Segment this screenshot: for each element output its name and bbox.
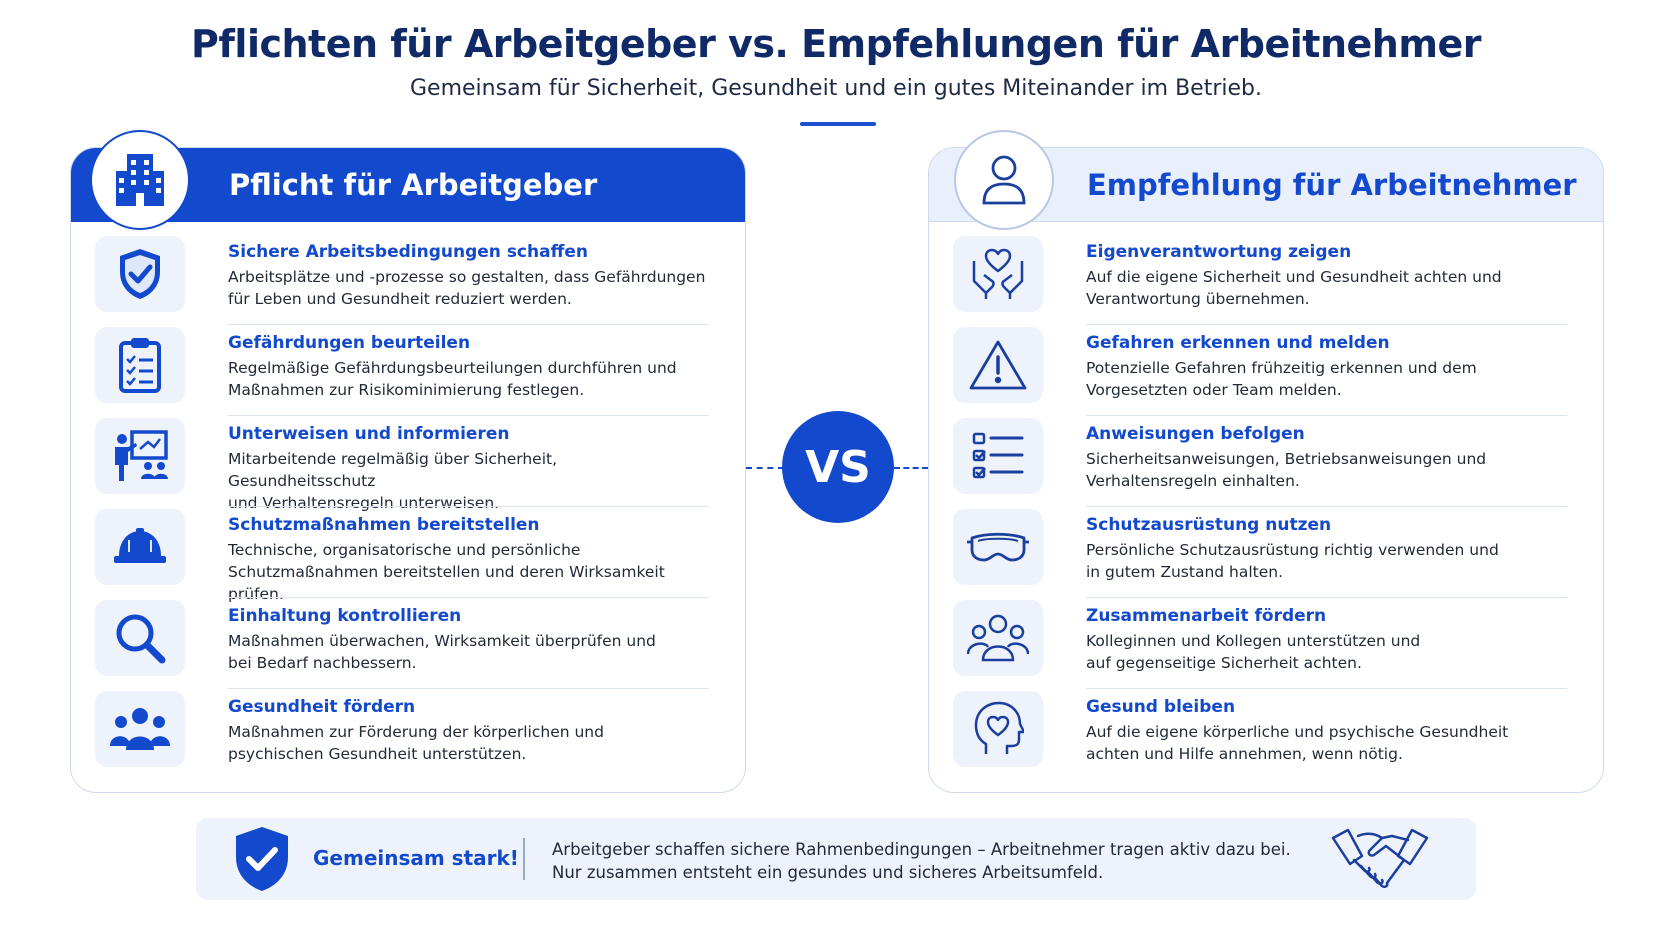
item-title: Gesund bleiben <box>1086 697 1236 717</box>
item-title: Einhaltung kontrollieren <box>228 606 462 626</box>
list-item: Gesund bleiben Auf die eigene körperlich… <box>929 689 1603 780</box>
list-item: Gefahren erkennen und melden Potenzielle… <box>929 325 1603 416</box>
group-icon <box>95 691 185 767</box>
presentation-icon <box>95 418 185 494</box>
item-description: Technische, organisatorische und persönl… <box>228 541 665 603</box>
list-item: Einhaltung kontrollieren Maßnahmen überw… <box>71 598 745 689</box>
office-building-icon <box>90 130 190 230</box>
vs-connector-left <box>746 467 784 469</box>
vs-badge: VS <box>782 411 894 523</box>
divider <box>1086 688 1567 689</box>
footer-divider <box>523 838 525 880</box>
item-title: Anweisungen befolgen <box>1086 424 1305 444</box>
item-description: Auf die eigene Sicherheit und Gesundheit… <box>1086 268 1502 308</box>
title-underline <box>800 122 876 126</box>
list-item: Anweisungen befolgen Sicherheitsanweisun… <box>929 416 1603 507</box>
item-description: Maßnahmen überwachen, Wirksamkeit überpr… <box>228 632 656 672</box>
divider <box>228 324 709 325</box>
employer-panel: Pflicht für Arbeitgeber Sichere Arbeitsb… <box>70 147 746 793</box>
divider <box>1086 324 1567 325</box>
item-title: Zusammenarbeit fördern <box>1086 606 1327 626</box>
item-title: Gefahren erkennen und melden <box>1086 333 1390 353</box>
list-item: Zusammenarbeit fördern Kolleginnen und K… <box>929 598 1603 689</box>
checklist-icon <box>953 418 1043 494</box>
warning-triangle-icon <box>953 327 1043 403</box>
list-item: Eigenverantwortung zeigen Auf die eigene… <box>929 234 1603 325</box>
shield-check-icon <box>95 236 185 312</box>
hands-heart-icon <box>953 236 1043 312</box>
footer-banner: Gemeinsam stark! Arbeitgeber schaffen si… <box>196 818 1476 900</box>
item-title: Unterweisen und informieren <box>228 424 510 444</box>
list-item: Schutzausrüstung nutzen Persönliche Schu… <box>929 507 1603 598</box>
item-description: Regelmäßige Gefährdungsbeurteilungen dur… <box>228 359 677 399</box>
list-item: Unterweisen und informieren Mitarbeitend… <box>71 416 745 512</box>
user-icon <box>954 130 1054 230</box>
divider <box>1086 415 1567 416</box>
item-description: Persönliche Schutzausrüstung richtig ver… <box>1086 541 1499 581</box>
employer-duty-list: Sichere Arbeitsbedingungen schaffen Arbe… <box>71 234 745 780</box>
item-title: Gesundheit fördern <box>228 697 416 717</box>
head-heart-icon <box>953 691 1043 767</box>
item-description: Arbeitsplätze und -prozesse so gestalten… <box>228 268 706 308</box>
item-title: Eigenverantwortung zeigen <box>1086 242 1352 262</box>
item-title: Schutzmaßnahmen bereitstellen <box>228 515 540 535</box>
item-description: Mitarbeitende regelmäßig über Sicherheit… <box>228 450 558 512</box>
item-description: Maßnahmen zur Förderung der körperlichen… <box>228 723 604 763</box>
employee-panel: Empfehlung für Arbeitnehmer Eigenverantw… <box>928 147 1604 793</box>
handshake-icon <box>1330 826 1430 897</box>
team-icon <box>953 600 1043 676</box>
vs-connector-right <box>894 467 928 469</box>
item-title: Schutzausrüstung nutzen <box>1086 515 1332 535</box>
item-description: Auf die eigene körperliche und psychisch… <box>1086 723 1509 763</box>
item-title: Gefährdungen beurteilen <box>228 333 471 353</box>
list-item: Sichere Arbeitsbedingungen schaffen Arbe… <box>71 234 745 325</box>
footer-line-1: Arbeitgeber schaffen sichere Rahmenbedin… <box>552 840 1291 859</box>
item-description: Kolleginnen und Kollegen unterstützen un… <box>1086 632 1421 672</box>
divider <box>228 688 709 689</box>
header: Pflichten für Arbeitgeber vs. Empfehlung… <box>0 22 1672 101</box>
employee-recommendation-list: Eigenverantwortung zeigen Auf die eigene… <box>929 234 1603 780</box>
item-description: Potenzielle Gefahren frühzeitig erkennen… <box>1086 359 1477 399</box>
divider <box>228 597 709 598</box>
clipboard-checklist-icon <box>95 327 185 403</box>
item-description: Sicherheitsanweisungen, Betriebsanweisun… <box>1086 450 1487 490</box>
item-title: Sichere Arbeitsbedingungen schaffen <box>228 242 588 262</box>
page-title: Pflichten für Arbeitgeber vs. Empfehlung… <box>191 22 1481 66</box>
hard-hat-icon <box>95 509 185 585</box>
footer-line-2: Nur zusammen entsteht ein gesundes und s… <box>552 863 1104 882</box>
shield-check-icon <box>232 825 292 898</box>
footer-label: Gemeinsam stark! <box>313 846 519 870</box>
magnifier-icon <box>95 600 185 676</box>
divider <box>228 506 709 507</box>
footer-text: Arbeitgeber schaffen sichere Rahmenbedin… <box>552 838 1291 884</box>
divider <box>1086 506 1567 507</box>
employer-panel-title: Pflicht für Arbeitgeber <box>229 168 598 202</box>
list-item: Gesundheit fördern Maßnahmen zur Förderu… <box>71 689 745 780</box>
page-subtitle: Gemeinsam für Sicherheit, Gesundheit und… <box>410 76 1262 101</box>
divider <box>1086 597 1567 598</box>
safety-goggles-icon <box>953 509 1043 585</box>
employee-panel-title: Empfehlung für Arbeitnehmer <box>1087 168 1577 202</box>
divider <box>228 415 709 416</box>
list-item: Gefährdungen beurteilen Regelmäßige Gefä… <box>71 325 745 416</box>
list-item: Schutzmaßnahmen bereitstellen Technische… <box>71 507 745 603</box>
